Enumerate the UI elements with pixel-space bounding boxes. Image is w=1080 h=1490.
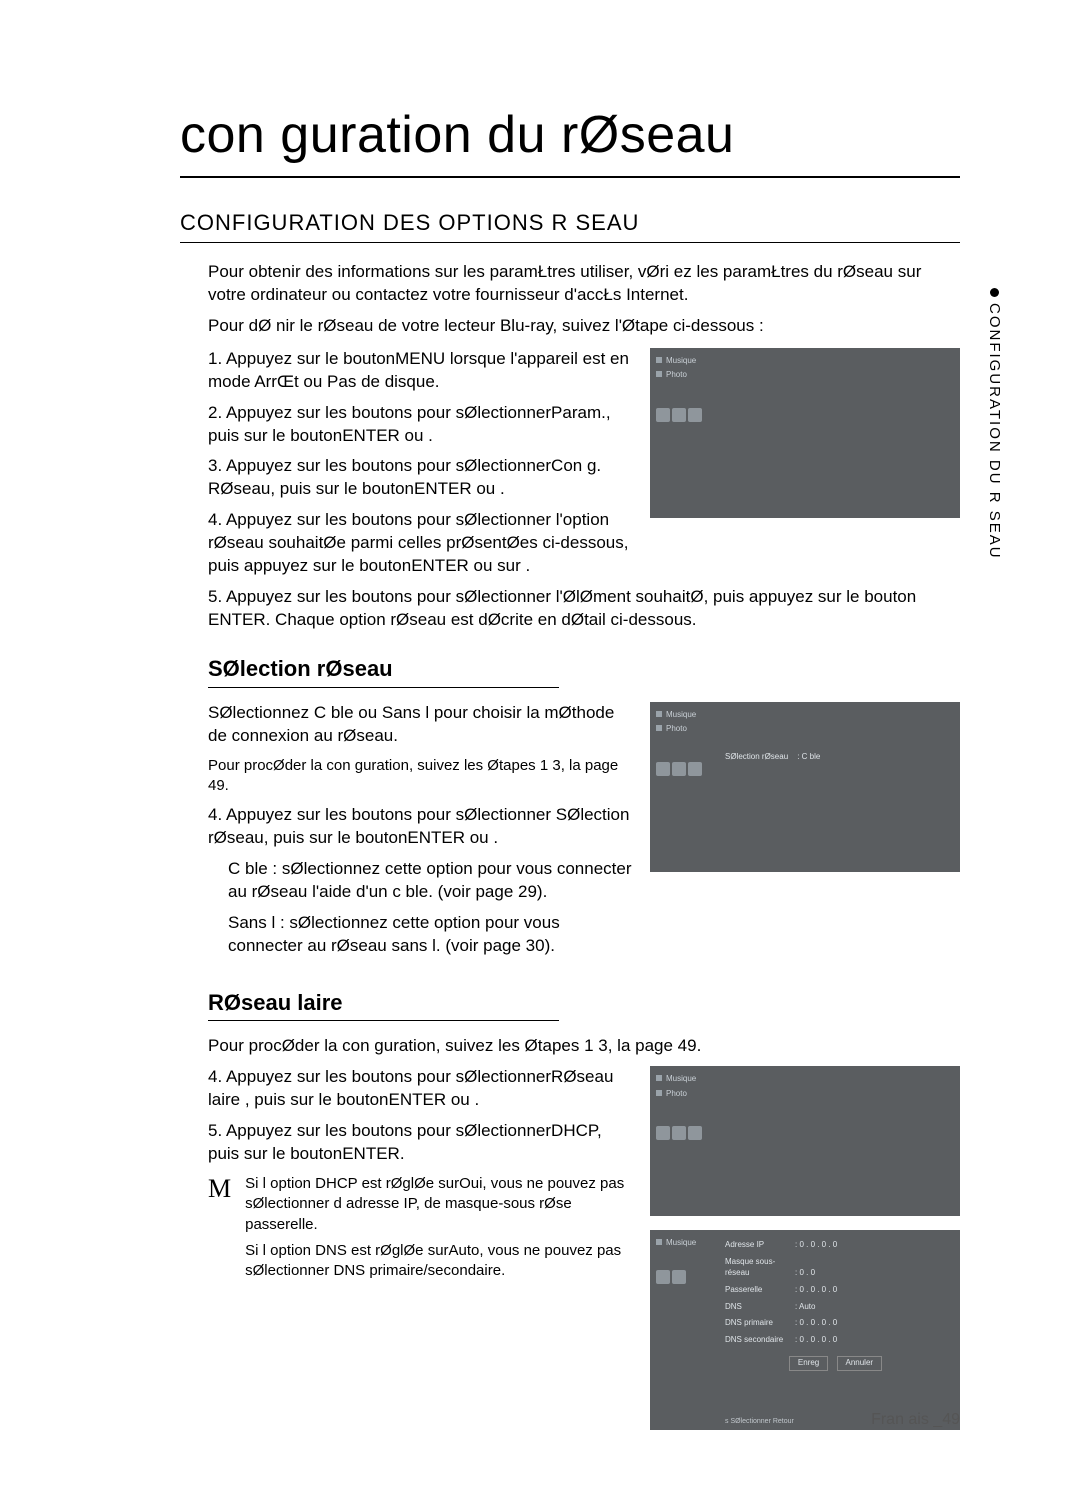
sidebar-item: Musique <box>656 708 716 723</box>
icon-row <box>656 1126 704 1143</box>
side-tab: CONFIGURATION DU R SEAU <box>984 288 1004 560</box>
step-item: 3. Appuyez sur les boutons pour sØlectio… <box>208 455 634 501</box>
side-tab-label: CONFIGURATION DU R SEAU <box>986 303 1003 560</box>
row-label: SØlection rØseau <box>725 752 795 763</box>
net-ip: Adresse IP <box>725 1240 795 1251</box>
step-item: 1. Appuyez sur le boutonMENU lorsque l'a… <box>208 348 634 394</box>
selection-p1: SØlectionnez C ble ou Sans l pour choisi… <box>208 702 634 748</box>
ui-screenshot-2: Musique Photo SØlection rØseau : C ble <box>650 702 960 872</box>
icon-row <box>656 762 704 779</box>
steps-list: 1. Appuyez sur le boutonMENU lorsque l'a… <box>208 348 634 586</box>
net-gw: Passerelle <box>725 1285 795 1296</box>
step-item: 4. Appuyez sur les boutons pour sØlectio… <box>208 509 634 578</box>
page-title: con guration du rØseau <box>180 100 960 178</box>
ui-screenshot-3: Musique Photo <box>650 1066 960 1216</box>
sidebar-item: Musique <box>656 1072 716 1087</box>
filaire-step5: 5. Appuyez sur les boutons pour sØlectio… <box>208 1120 634 1166</box>
note-icon: M <box>208 1174 231 1202</box>
net-dns: DNS <box>725 1302 795 1313</box>
filaire-row: 4. Appuyez sur les boutons pour sØlectio… <box>180 1066 960 1430</box>
section-title: CONFIGURATION DES OPTIONS R SEAU <box>180 208 960 243</box>
sidebar-item: Musique <box>656 354 716 369</box>
net-dns1: DNS primaire <box>725 1318 795 1329</box>
selection-step4: 4. Appuyez sur les boutons pour sØlectio… <box>208 804 634 850</box>
net-mask: Masque sous-réseau <box>725 1257 795 1279</box>
net-dns2: DNS secondaire <box>725 1335 795 1346</box>
sidebar-item: Photo <box>656 368 716 383</box>
filaire-p1: Pour procØder la con guration, suivez le… <box>208 1035 960 1058</box>
intro-block: Pour obtenir des informations sur les pa… <box>208 261 960 338</box>
page-number: Fran ais _49 <box>871 1409 960 1431</box>
cancel-button[interactable]: Annuler <box>837 1356 883 1371</box>
selection-row: SØlectionnez C ble ou Sans l pour choisi… <box>180 702 960 966</box>
sidebar-item: Musique <box>656 1236 716 1251</box>
net-dns-value: : Auto <box>795 1302 815 1311</box>
step-item: 5. Appuyez sur les boutons pour sØlectio… <box>208 586 960 632</box>
note-block: M Si l option DHCP est rØglØe surOui, vo… <box>208 1174 634 1287</box>
dot-icon <box>990 288 999 297</box>
document-page: con guration du rØseau CONFIGURATION DES… <box>0 0 1080 1490</box>
sidebar-item: Photo <box>656 1087 716 1102</box>
ui-screenshot-4: Musique Adresse IP: 0 . 0 . 0 . 0 Masque… <box>650 1230 960 1430</box>
selection-bullet1: C ble : sØlectionnez cette option pour v… <box>228 858 634 904</box>
filaire-step4: 4. Appuyez sur les boutons pour sØlectio… <box>208 1066 634 1112</box>
icon-row <box>656 1270 688 1287</box>
save-button[interactable]: Enreg <box>789 1356 828 1371</box>
icon-row <box>656 408 704 425</box>
sidebar-item: Photo <box>656 722 716 737</box>
step-item: 2. Appuyez sur les boutons pour sØlectio… <box>208 402 634 448</box>
note-text: Si l option DHCP est rØglØe surOui, vous… <box>245 1174 634 1235</box>
subsection-title: RØseau laire <box>208 988 559 1022</box>
intro-p1: Pour obtenir des informations sur les pa… <box>208 261 960 307</box>
note-text: Si l option DNS est rØglØe surAuto, vous… <box>245 1241 634 1282</box>
steps-list-cont: 5. Appuyez sur les boutons pour sØlectio… <box>208 586 960 632</box>
intro-p2: Pour dØ nir le rØseau de votre lecteur B… <box>208 315 960 338</box>
row-value: : C ble <box>797 752 820 761</box>
selection-p2: Pour procØder la con guration, suivez le… <box>208 756 634 797</box>
subsection-title: SØlection rØseau <box>208 654 559 688</box>
footer-hint: s SØlectionner Retour <box>725 1417 794 1426</box>
selection-bullet2: Sans l : sØlectionnez cette option pour … <box>228 912 634 958</box>
steps-row: 1. Appuyez sur le boutonMENU lorsque l'a… <box>180 348 960 586</box>
ui-screenshot-1: Musique Photo <box>650 348 960 518</box>
